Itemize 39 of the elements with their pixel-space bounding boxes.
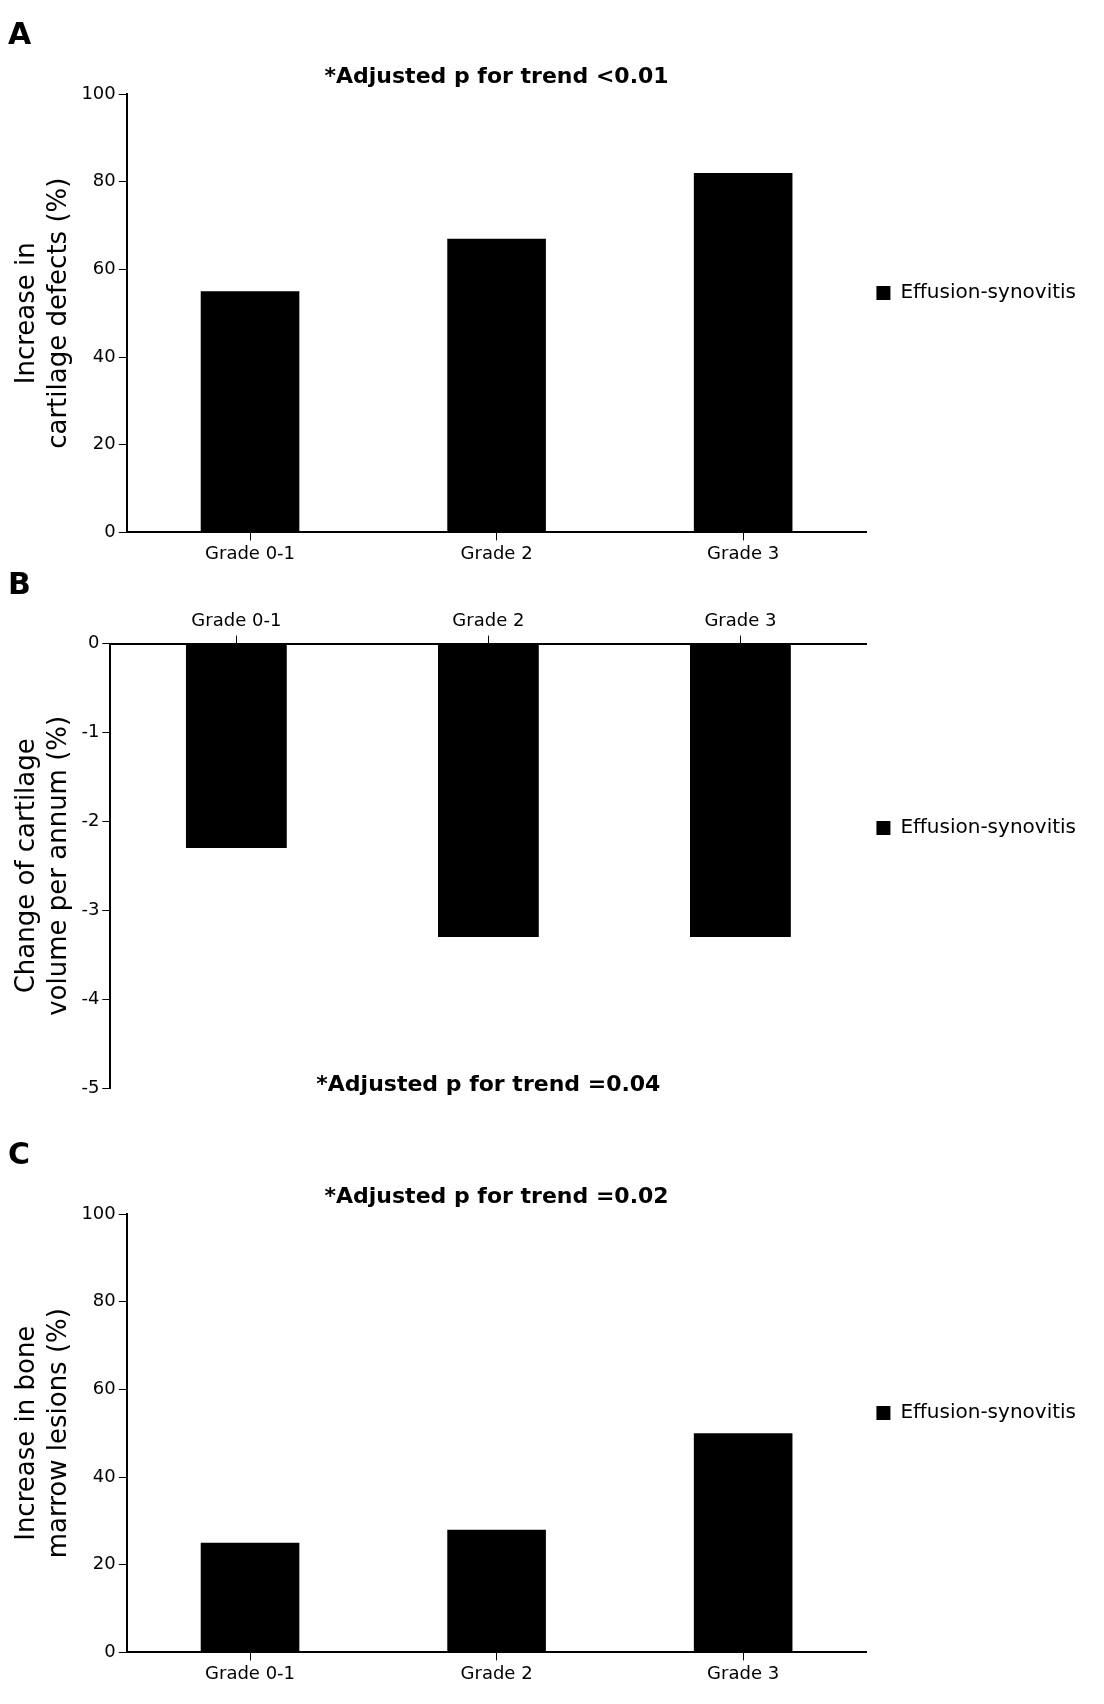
y-tick-label: -1 (81, 720, 100, 742)
y-tick-label: 20 (92, 432, 116, 454)
chart-title: C (8, 1135, 31, 1171)
chart-title: B (8, 565, 31, 601)
legend-label: Effusion-synovitis (900, 1399, 1076, 1424)
y-tick-label: 60 (92, 257, 116, 279)
legend-label: Effusion-synovitis (900, 814, 1076, 839)
x-tick-label: Grade 3 (704, 609, 777, 631)
y-tick-label: 0 (104, 520, 116, 542)
annotation: *Adjusted p for trend =0.04 (316, 1070, 661, 1096)
legend-label: Effusion-synovitis (900, 279, 1076, 304)
x-tick-label: Grade 3 (707, 541, 780, 563)
chart-title: A (8, 15, 32, 51)
y-tick-label: 0 (87, 631, 100, 653)
y-tick-label: 100 (81, 1201, 116, 1223)
y-tick-label: -4 (81, 986, 100, 1008)
y-tick-label: 80 (92, 169, 116, 191)
x-tick-label: Grade 2 (452, 609, 525, 631)
y-tick-label: 60 (92, 1377, 116, 1399)
y-tick-label: 80 (92, 1289, 116, 1311)
x-tick-label: Grade 0-1 (191, 609, 282, 631)
x-tick-label: Grade 2 (460, 541, 533, 563)
y-tick-label: 0 (104, 1640, 116, 1662)
y-axis-title: Change of cartilage volume per annum (%) (10, 715, 72, 1016)
y-tick-label: 40 (92, 344, 116, 366)
y-tick-label: -5 (81, 1075, 100, 1097)
text: *Adjusted p for trend =0.02 (324, 1182, 669, 1208)
y-axis-title: Increase in bone marrow lesions (%) (10, 1308, 72, 1559)
x-tick-label: Grade 0-1 (205, 541, 296, 563)
y-tick-label: 40 (92, 1464, 116, 1486)
y-tick-label: -2 (81, 809, 100, 831)
x-tick-label: Grade 2 (460, 1661, 533, 1683)
x-tick-label: Grade 0-1 (205, 1661, 296, 1683)
text: *Adjusted p for trend <0.01 (324, 62, 669, 88)
y-tick-label: -3 (81, 897, 100, 919)
y-tick-label: 100 (81, 81, 116, 103)
y-axis-title: Increase in cartilage defects (%) (10, 177, 72, 449)
y-tick-label: 20 (92, 1552, 116, 1574)
x-tick-label: Grade 3 (707, 1661, 780, 1683)
